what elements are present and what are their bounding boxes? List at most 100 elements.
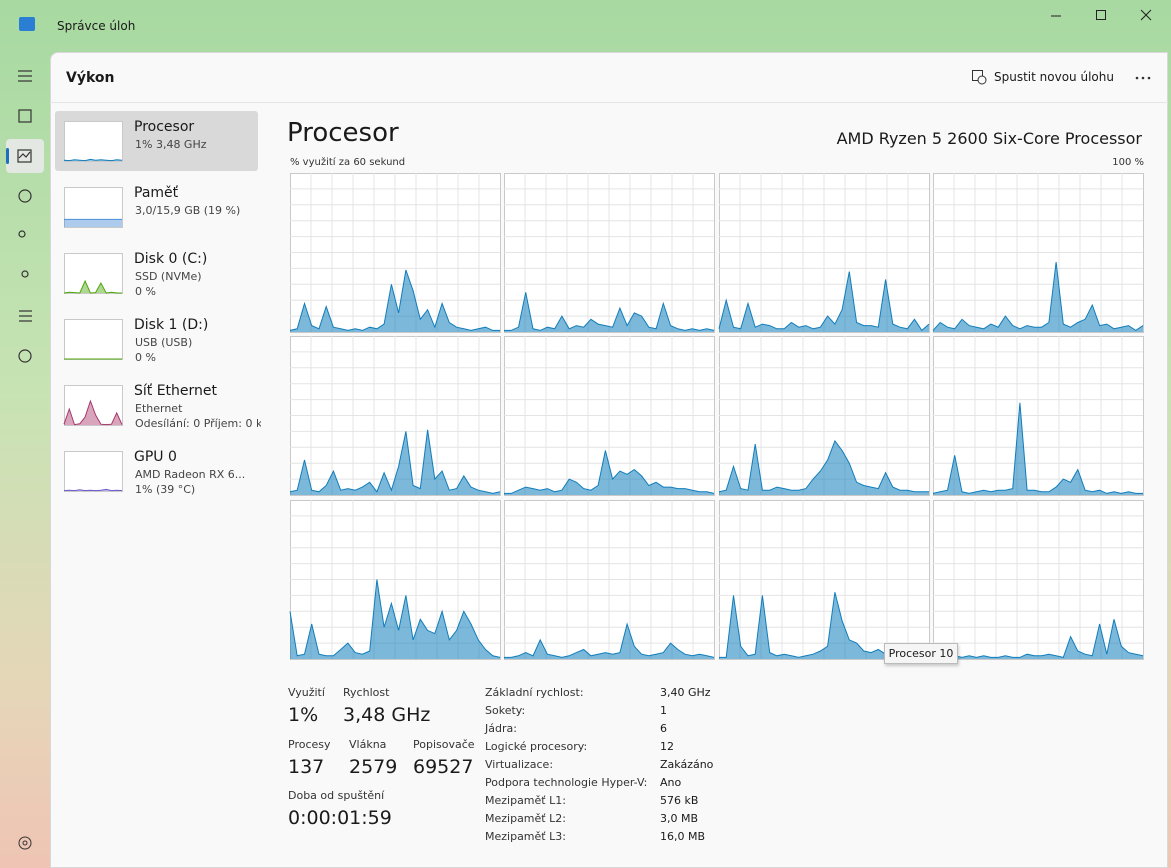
cpu-model: AMD Ryzen 5 2600 Six-Core Processor xyxy=(836,129,1142,148)
sidebar-name: Disk 0 (C:) xyxy=(134,251,208,267)
graph-max: 100 % xyxy=(1112,157,1144,168)
spec-label: Základní rychlost: xyxy=(485,686,584,699)
sidebar-detail: 1% 3,48 GHz xyxy=(135,138,207,151)
graph-line xyxy=(289,269,500,331)
graph-frame xyxy=(64,319,123,360)
sidebar-name: Síť Ethernet xyxy=(134,383,218,399)
sidebar-detail: Ethernet xyxy=(135,402,183,415)
sidebar-name: Disk 1 (D:) xyxy=(134,317,209,333)
graph-line xyxy=(63,279,122,294)
spec-value: 576 kB xyxy=(660,794,699,807)
stat-label: Popisovače xyxy=(413,738,475,751)
sidebar-item[interactable]: Paměť 3,0/15,9 GB (19 %) xyxy=(55,177,258,237)
stat-value: 137 xyxy=(288,756,325,778)
graph-line xyxy=(504,622,715,658)
stat-value: 2579 xyxy=(349,756,398,778)
more-button[interactable] xyxy=(1133,70,1153,86)
sidebar-detail: 0 % xyxy=(135,351,156,364)
graph-area xyxy=(719,592,929,659)
stat-label: Rychlost xyxy=(343,686,390,699)
graph-area xyxy=(933,619,1143,659)
spec-label: Mezipaměť L2: xyxy=(485,812,566,825)
stat-value: 3,48 GHz xyxy=(343,704,431,726)
spec-label: Logické procesory: xyxy=(485,740,588,753)
spec-value: 3,0 MB xyxy=(660,812,699,825)
spec-value: 6 xyxy=(660,722,667,735)
sidebar-detail: USB (USB) xyxy=(135,336,193,349)
graph-frame xyxy=(64,121,123,162)
graph-line xyxy=(63,488,123,492)
spec-value: 3,40 GHz xyxy=(660,686,711,699)
sidebar-item[interactable]: GPU 0 AMD Radeon RX 6... 1% (39 °C) xyxy=(55,441,258,501)
spec-label: Mezipaměť L1: xyxy=(485,794,566,807)
spec-label: Virtualizace: xyxy=(485,758,554,771)
spec-label: Podpora technologie Hyper-V: xyxy=(485,776,648,789)
graph-area xyxy=(719,271,929,332)
sidebar-name: GPU 0 xyxy=(134,449,177,465)
graph-area xyxy=(504,450,714,495)
settings-icon[interactable] xyxy=(15,833,35,853)
spec-label: Jádra: xyxy=(485,722,517,735)
stat-value: 0:00:01:59 xyxy=(288,807,392,829)
graph-line xyxy=(932,261,1144,331)
graph-line xyxy=(933,619,1144,658)
graph-area xyxy=(290,579,500,659)
stat-value: 1% xyxy=(288,704,319,726)
graph-area xyxy=(719,440,929,495)
graph-area xyxy=(290,270,500,332)
graph-area xyxy=(64,401,122,425)
spec-value: Ano xyxy=(660,776,682,789)
graph-area xyxy=(504,292,714,332)
spec-label: Mezipaměť L3: xyxy=(485,830,566,843)
page-title: Výkon xyxy=(66,70,115,86)
nav-icons[interactable] xyxy=(0,60,50,370)
graph-line xyxy=(504,450,715,494)
spec-value: 16,0 MB xyxy=(660,830,706,843)
run-task-icon xyxy=(972,70,987,85)
graph-line xyxy=(932,402,1143,494)
header-divider xyxy=(50,102,1168,103)
app-icon xyxy=(19,17,35,31)
sidebar-detail: AMD Radeon RX 6... xyxy=(135,468,246,481)
tooltip: Procesor 10 xyxy=(884,643,958,664)
stat-label: Procesy xyxy=(288,738,331,751)
graph-label: % využití za 60 sekund xyxy=(290,157,406,168)
graph-area xyxy=(504,624,714,659)
spec-value: Zakázáno xyxy=(660,758,714,771)
stat-value: 69527 xyxy=(413,756,474,778)
stat-label: Doba od spuštění xyxy=(288,789,385,802)
graph-frame xyxy=(64,451,123,492)
graph-frame xyxy=(64,187,123,228)
run-task-button[interactable]: Spustit novou úlohu xyxy=(994,70,1114,84)
sidebar-name: Procesor xyxy=(134,119,195,135)
graph-line xyxy=(504,292,715,331)
graph-line xyxy=(718,439,929,493)
sidebar-item[interactable]: Disk 1 (D:) USB (USB) 0 % xyxy=(55,309,258,369)
spec-label: Sokety: xyxy=(485,704,526,717)
sidebar-detail: 0 % xyxy=(135,285,156,298)
sidebar-detail: SSD (NVMe) xyxy=(135,270,202,283)
section-title: Procesor xyxy=(287,118,399,148)
window-title: Správce úloh xyxy=(57,19,136,33)
graph-line xyxy=(63,399,123,426)
graph-line xyxy=(289,429,501,494)
spec-value: 12 xyxy=(660,740,674,753)
graph-line xyxy=(718,271,930,332)
sidebar-item[interactable]: Disk 0 (C:) SSD (NVMe) 0 % xyxy=(55,243,258,303)
sidebar-detail: 3,0/15,9 GB (19 %) xyxy=(135,204,241,217)
window-controls[interactable] xyxy=(1040,0,1171,32)
stat-label: Využití xyxy=(288,686,325,699)
graph-frame xyxy=(64,253,123,294)
sidebar-detail: 1% (39 °C) xyxy=(135,483,196,496)
graph-frame xyxy=(64,385,123,426)
graph-area xyxy=(933,402,1143,495)
sidebar-name: Paměť xyxy=(134,185,179,201)
spec-value: 1 xyxy=(660,704,667,717)
graph-line xyxy=(63,158,123,162)
sidebar-item[interactable]: Síť Ethernet Ethernet Odesílání: 0 Příjem:… xyxy=(55,375,261,435)
graph-line xyxy=(289,579,501,658)
stat-label: Vlákna xyxy=(349,738,387,751)
sidebar-detail: Odesílání: 0 Příjem: 0 kb xyxy=(135,417,261,430)
